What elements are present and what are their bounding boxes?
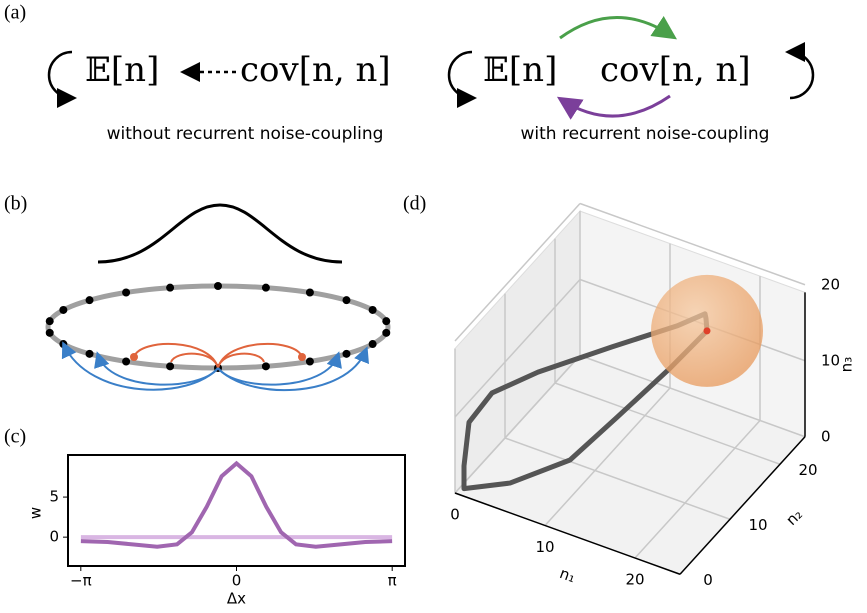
self-loop bbox=[449, 52, 472, 98]
neuron bbox=[59, 340, 67, 348]
neuron bbox=[86, 350, 94, 358]
plot-frame bbox=[68, 455, 405, 566]
neuron bbox=[46, 317, 54, 325]
fixed-point bbox=[704, 327, 711, 334]
neuron bbox=[262, 362, 270, 370]
y-tick-label: 5 bbox=[49, 488, 59, 506]
y-tick-label: 0 bbox=[703, 571, 713, 589]
neuron bbox=[166, 284, 174, 292]
z-tick-label: 20 bbox=[821, 275, 840, 293]
panel-label: (b) bbox=[4, 193, 27, 215]
neuron bbox=[122, 357, 130, 365]
x-axis-label: Δx bbox=[227, 590, 246, 608]
self-loop bbox=[49, 52, 72, 98]
neuron bbox=[369, 306, 377, 314]
x-tick-label: 0 bbox=[450, 506, 460, 524]
panel-label: (d) bbox=[403, 193, 426, 215]
z-axis-label: n₃ bbox=[838, 357, 856, 373]
neuron bbox=[86, 296, 94, 304]
x-tick-label: π bbox=[388, 572, 397, 590]
y-tick-label: 20 bbox=[798, 461, 817, 479]
curve bbox=[81, 463, 392, 546]
caption: with recurrent noise-coupling bbox=[521, 124, 770, 144]
caption: without recurrent noise-coupling bbox=[107, 124, 384, 144]
neuron bbox=[306, 357, 314, 365]
panel-label: (c) bbox=[4, 426, 26, 448]
cov-term: cov[n, n] bbox=[240, 50, 391, 90]
z-tick-label: 0 bbox=[821, 427, 831, 445]
y-tick-label: 10 bbox=[748, 516, 767, 534]
neuron bbox=[122, 289, 130, 297]
neuron bbox=[59, 306, 67, 314]
neuron bbox=[214, 282, 222, 290]
node bbox=[298, 353, 306, 361]
mean-term: 𝔼[n] bbox=[483, 50, 557, 90]
neuron bbox=[166, 362, 174, 370]
panel-label: (a) bbox=[4, 2, 26, 24]
neuron bbox=[369, 340, 377, 348]
green-arrow bbox=[560, 17, 672, 38]
panel-c: −π 0 π 0 5 Δx w bbox=[27, 455, 406, 608]
purple-arrow bbox=[562, 96, 670, 116]
figure: (a) 𝔼[n] cov[n, n] without recurrent noi… bbox=[0, 0, 867, 613]
self-loop bbox=[790, 52, 813, 98]
neuron bbox=[382, 317, 390, 325]
neurons bbox=[46, 282, 391, 372]
x-tick-label: 20 bbox=[625, 571, 644, 589]
y-axis-label: w bbox=[27, 507, 45, 519]
cov-term: cov[n, n] bbox=[600, 50, 751, 90]
y-axis-label: n₂ bbox=[782, 505, 806, 529]
mean-term: 𝔼[n] bbox=[85, 50, 159, 90]
x-tick-label: 0 bbox=[232, 572, 242, 590]
x-tick-label: 10 bbox=[535, 538, 554, 556]
neuron bbox=[342, 350, 350, 358]
neuron bbox=[382, 329, 390, 337]
neuron bbox=[306, 289, 314, 297]
neuron bbox=[262, 284, 270, 292]
neuron bbox=[46, 329, 54, 337]
bump bbox=[98, 205, 342, 262]
y-tick-label: 0 bbox=[49, 528, 59, 546]
x-tick-label: −π bbox=[70, 572, 92, 590]
x-axis-label: n₁ bbox=[557, 564, 578, 586]
neuron bbox=[342, 296, 350, 304]
node bbox=[130, 353, 138, 361]
